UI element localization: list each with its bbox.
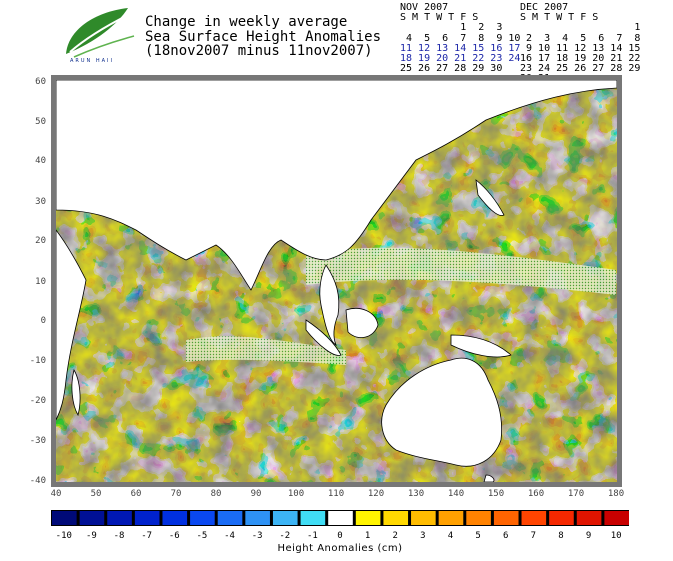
calendar-dec-title: DEC 2007 <box>520 2 569 13</box>
colorbar-label: 8 <box>558 531 564 541</box>
calendar-nov-weekdays: S M T W T F S <box>400 12 479 24</box>
colorbar-title: Height Anomalies (cm) <box>277 543 403 554</box>
lon-tick: 150 <box>487 489 505 499</box>
colorbar-label: 10 <box>610 531 622 541</box>
colorbar-swatch <box>162 511 188 525</box>
lon-tick: 60 <box>130 489 142 499</box>
calendar-dec-row: 2 3 4 5 6 7 8 <box>520 32 641 44</box>
lon-tick: 180 <box>607 489 625 499</box>
lon-tick: 50 <box>90 489 102 499</box>
colorbar-swatch <box>134 511 160 525</box>
lat-tick: -20 <box>29 396 46 406</box>
colorbar-swatch <box>79 511 105 525</box>
colorbar-swatch <box>107 511 132 525</box>
colorbar-swatch <box>438 511 464 525</box>
lon-tick: 140 <box>447 489 465 499</box>
colorbar-swatch <box>493 511 519 525</box>
colorbar-label: -10 <box>55 531 72 541</box>
calendar-dec: DEC 2007 S M T W T F S 1 2 3 4 5 6 7 8 9… <box>520 2 641 85</box>
colorbar-swatch <box>300 511 326 525</box>
colorbar-swatch <box>190 511 215 525</box>
title-line-3: (18nov2007 minus 11nov2007) <box>145 43 373 59</box>
calendar-dec-row: 1 <box>520 22 641 34</box>
colorbar-label: 2 <box>392 531 398 541</box>
colorbar-swatch <box>411 511 436 525</box>
colorbar-swatch <box>576 511 602 525</box>
lat-tick: 60 <box>35 77 46 87</box>
title-line-1: Change in weekly average <box>145 14 348 30</box>
lat-tick: 0 <box>40 316 46 326</box>
colorbar-swatch <box>217 511 243 525</box>
lon-tick: 170 <box>567 489 585 499</box>
colorbar-swatch <box>52 511 77 525</box>
colorbar-label: -1 <box>306 531 318 541</box>
calendar-nov-row: 4 5 6 7 8 9 10 <box>400 32 521 44</box>
ssh-anomaly-map <box>56 80 617 482</box>
colorbar-swatch <box>549 511 574 525</box>
lat-tick: 10 <box>35 277 46 287</box>
title-line-2: Sea Surface Height Anomalies <box>145 29 382 45</box>
calendar-nov-row: 11 12 13 14 15 16 17 <box>400 42 521 54</box>
calendar-dec-weekdays: S M T W T F S <box>520 12 599 24</box>
colorbar-label: -7 <box>141 531 153 541</box>
colorbar-label: 6 <box>502 531 509 541</box>
lat-tick: 40 <box>35 156 46 166</box>
lon-tick: 80 <box>210 489 222 499</box>
lat-tick: -30 <box>29 436 46 446</box>
calendar-dec-row: 16 17 18 19 20 21 22 <box>520 53 641 65</box>
calendar-nov: NOV 2007 S M T W T F S 1 2 3 4 5 6 7 8 9… <box>400 2 521 75</box>
calendar-nov-title: NOV 2007 <box>400 2 449 13</box>
colorbar <box>51 510 629 526</box>
colorbar-label: -9 <box>86 531 97 541</box>
lon-tick: 90 <box>250 489 262 499</box>
colorbar-label: 5 <box>475 531 481 541</box>
colorbar-swatch <box>245 511 270 525</box>
calendar-dec-row: 9 10 11 12 13 14 15 <box>520 42 641 54</box>
lon-tick: 110 <box>327 489 345 499</box>
colorbar-swatch <box>604 511 629 525</box>
lon-tick: 40 <box>50 489 62 499</box>
colorbar-swatch <box>383 511 409 525</box>
lat-tick: 50 <box>35 117 46 127</box>
colorbar-label: -8 <box>113 531 125 541</box>
calendar-nov-row: 1 2 3 <box>400 22 503 34</box>
colorbar-label: 4 <box>447 531 454 541</box>
land-masks <box>56 80 617 482</box>
lat-tick: -10 <box>29 356 46 366</box>
lat-tick: 30 <box>35 197 46 207</box>
calendar-nov-row: 25 26 27 28 29 30 <box>400 63 503 75</box>
colorbar-swatch <box>272 511 298 525</box>
leaf-logo-icon <box>66 8 135 58</box>
lon-tick: 70 <box>170 489 182 499</box>
lon-tick: 120 <box>367 489 385 499</box>
colorbar-label: -4 <box>224 531 235 541</box>
lon-tick: 100 <box>287 489 305 499</box>
colorbar-swatch <box>466 511 491 525</box>
colorbar-swatch <box>521 511 547 525</box>
colorbar-label: 1 <box>364 531 371 541</box>
colorbar-label: -2 <box>279 531 291 541</box>
colorbar-label: 3 <box>420 531 426 541</box>
lon-tick: 160 <box>527 489 545 499</box>
colorbar-label: 0 <box>337 531 343 541</box>
lat-tick: -40 <box>29 476 46 486</box>
calendar-nov-row: 18 19 20 21 22 23 24 <box>400 53 521 65</box>
colorbar-label: 9 <box>585 531 592 541</box>
calendar-dec-row: 23 24 25 26 27 28 29 <box>520 63 641 75</box>
lon-tick: 130 <box>407 489 425 499</box>
colorbar-label: 7 <box>530 531 537 541</box>
colorbar-swatch <box>355 511 381 525</box>
lat-tick: 20 <box>35 236 46 246</box>
colorbar-swatch <box>328 511 353 525</box>
colorbar-label: -5 <box>196 531 208 541</box>
colorbar-label: -3 <box>251 531 263 541</box>
logo-text: ARUN HAII <box>69 58 114 64</box>
colorbar-label: -6 <box>168 531 180 541</box>
